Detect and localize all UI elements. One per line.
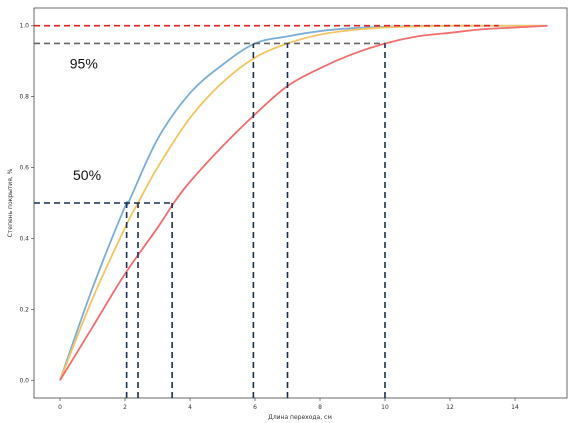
y-axis-label: Степень покрытия, % [7,168,14,237]
percent-annotation: 95% [70,55,98,71]
x-tick-label: 6 [253,404,257,411]
y-tick-label: 0.2 [19,306,29,313]
percent-annotation: 50% [73,167,101,183]
y-tick-label: 0.8 [19,94,29,101]
x-tick-label: 2 [123,404,127,411]
y-tick-label: 1.0 [19,23,29,30]
x-tick-label: 12 [446,404,454,411]
y-tick-label: 0.0 [19,377,29,384]
y-tick-label: 0.6 [19,165,29,172]
x-axis-label: Длина перехода, см [268,414,332,421]
x-tick-label: 10 [381,404,389,411]
x-tick-label: 0 [58,404,62,411]
x-tick-label: 4 [188,404,192,411]
x-tick-label: 8 [318,404,322,411]
annotations: 95% 50% [70,55,101,183]
axis-ticks: 0 2 4 6 8 10 12 14 0.0 0.2 0.4 0.6 0.8 1.0 [19,23,519,411]
y-tick-label: 0.4 [19,235,29,242]
x-tick-label: 14 [511,404,519,411]
reference-lines [34,24,499,398]
